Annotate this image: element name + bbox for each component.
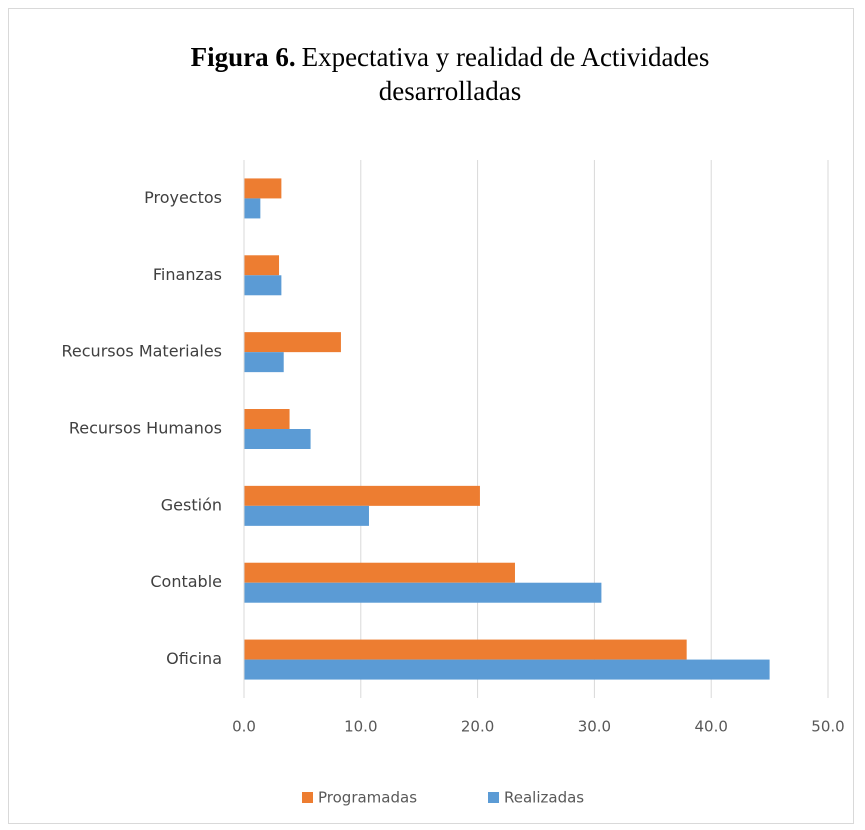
y-tick-label: Contable [150, 572, 222, 591]
chart-title: Figura 6. Expectativa y realidad de Activ… [120, 40, 780, 108]
x-tick-label: 40.0 [694, 718, 727, 736]
legend-swatch [488, 792, 499, 803]
legend-swatch [302, 792, 313, 803]
y-tick-label: Oficina [166, 649, 222, 668]
y-tick-label: Gestión [161, 495, 222, 514]
y-tick-label: Recursos Materiales [62, 342, 222, 361]
bar [244, 352, 284, 373]
bar [244, 639, 687, 660]
bar [244, 429, 311, 449]
title-bold: Figura 6. [190, 42, 296, 72]
bar [244, 198, 261, 219]
x-tick-label: 10.0 [344, 718, 377, 736]
title-text: Expectativa y realidad de Actividades de… [301, 42, 710, 106]
bar [244, 562, 515, 583]
bar [244, 255, 280, 276]
x-tick-label: 50.0 [811, 718, 844, 736]
chart-frame [8, 8, 854, 824]
y-tick-label: Proyectos [144, 188, 222, 207]
bar [244, 409, 290, 429]
x-tick-label: 30.0 [578, 718, 611, 736]
y-tick-label: Recursos Humanos [69, 419, 222, 438]
bar [244, 582, 602, 603]
bar [244, 659, 770, 680]
bar [244, 178, 282, 199]
legend-label: Programadas [318, 789, 417, 807]
bar [244, 332, 341, 353]
bar [244, 505, 369, 526]
legend-label: Realizadas [504, 789, 584, 807]
x-tick-label: 20.0 [461, 718, 494, 736]
bar [244, 485, 480, 506]
y-tick-label: Finanzas [153, 265, 222, 284]
x-tick-label: 0.0 [232, 718, 256, 736]
bar [244, 275, 282, 296]
